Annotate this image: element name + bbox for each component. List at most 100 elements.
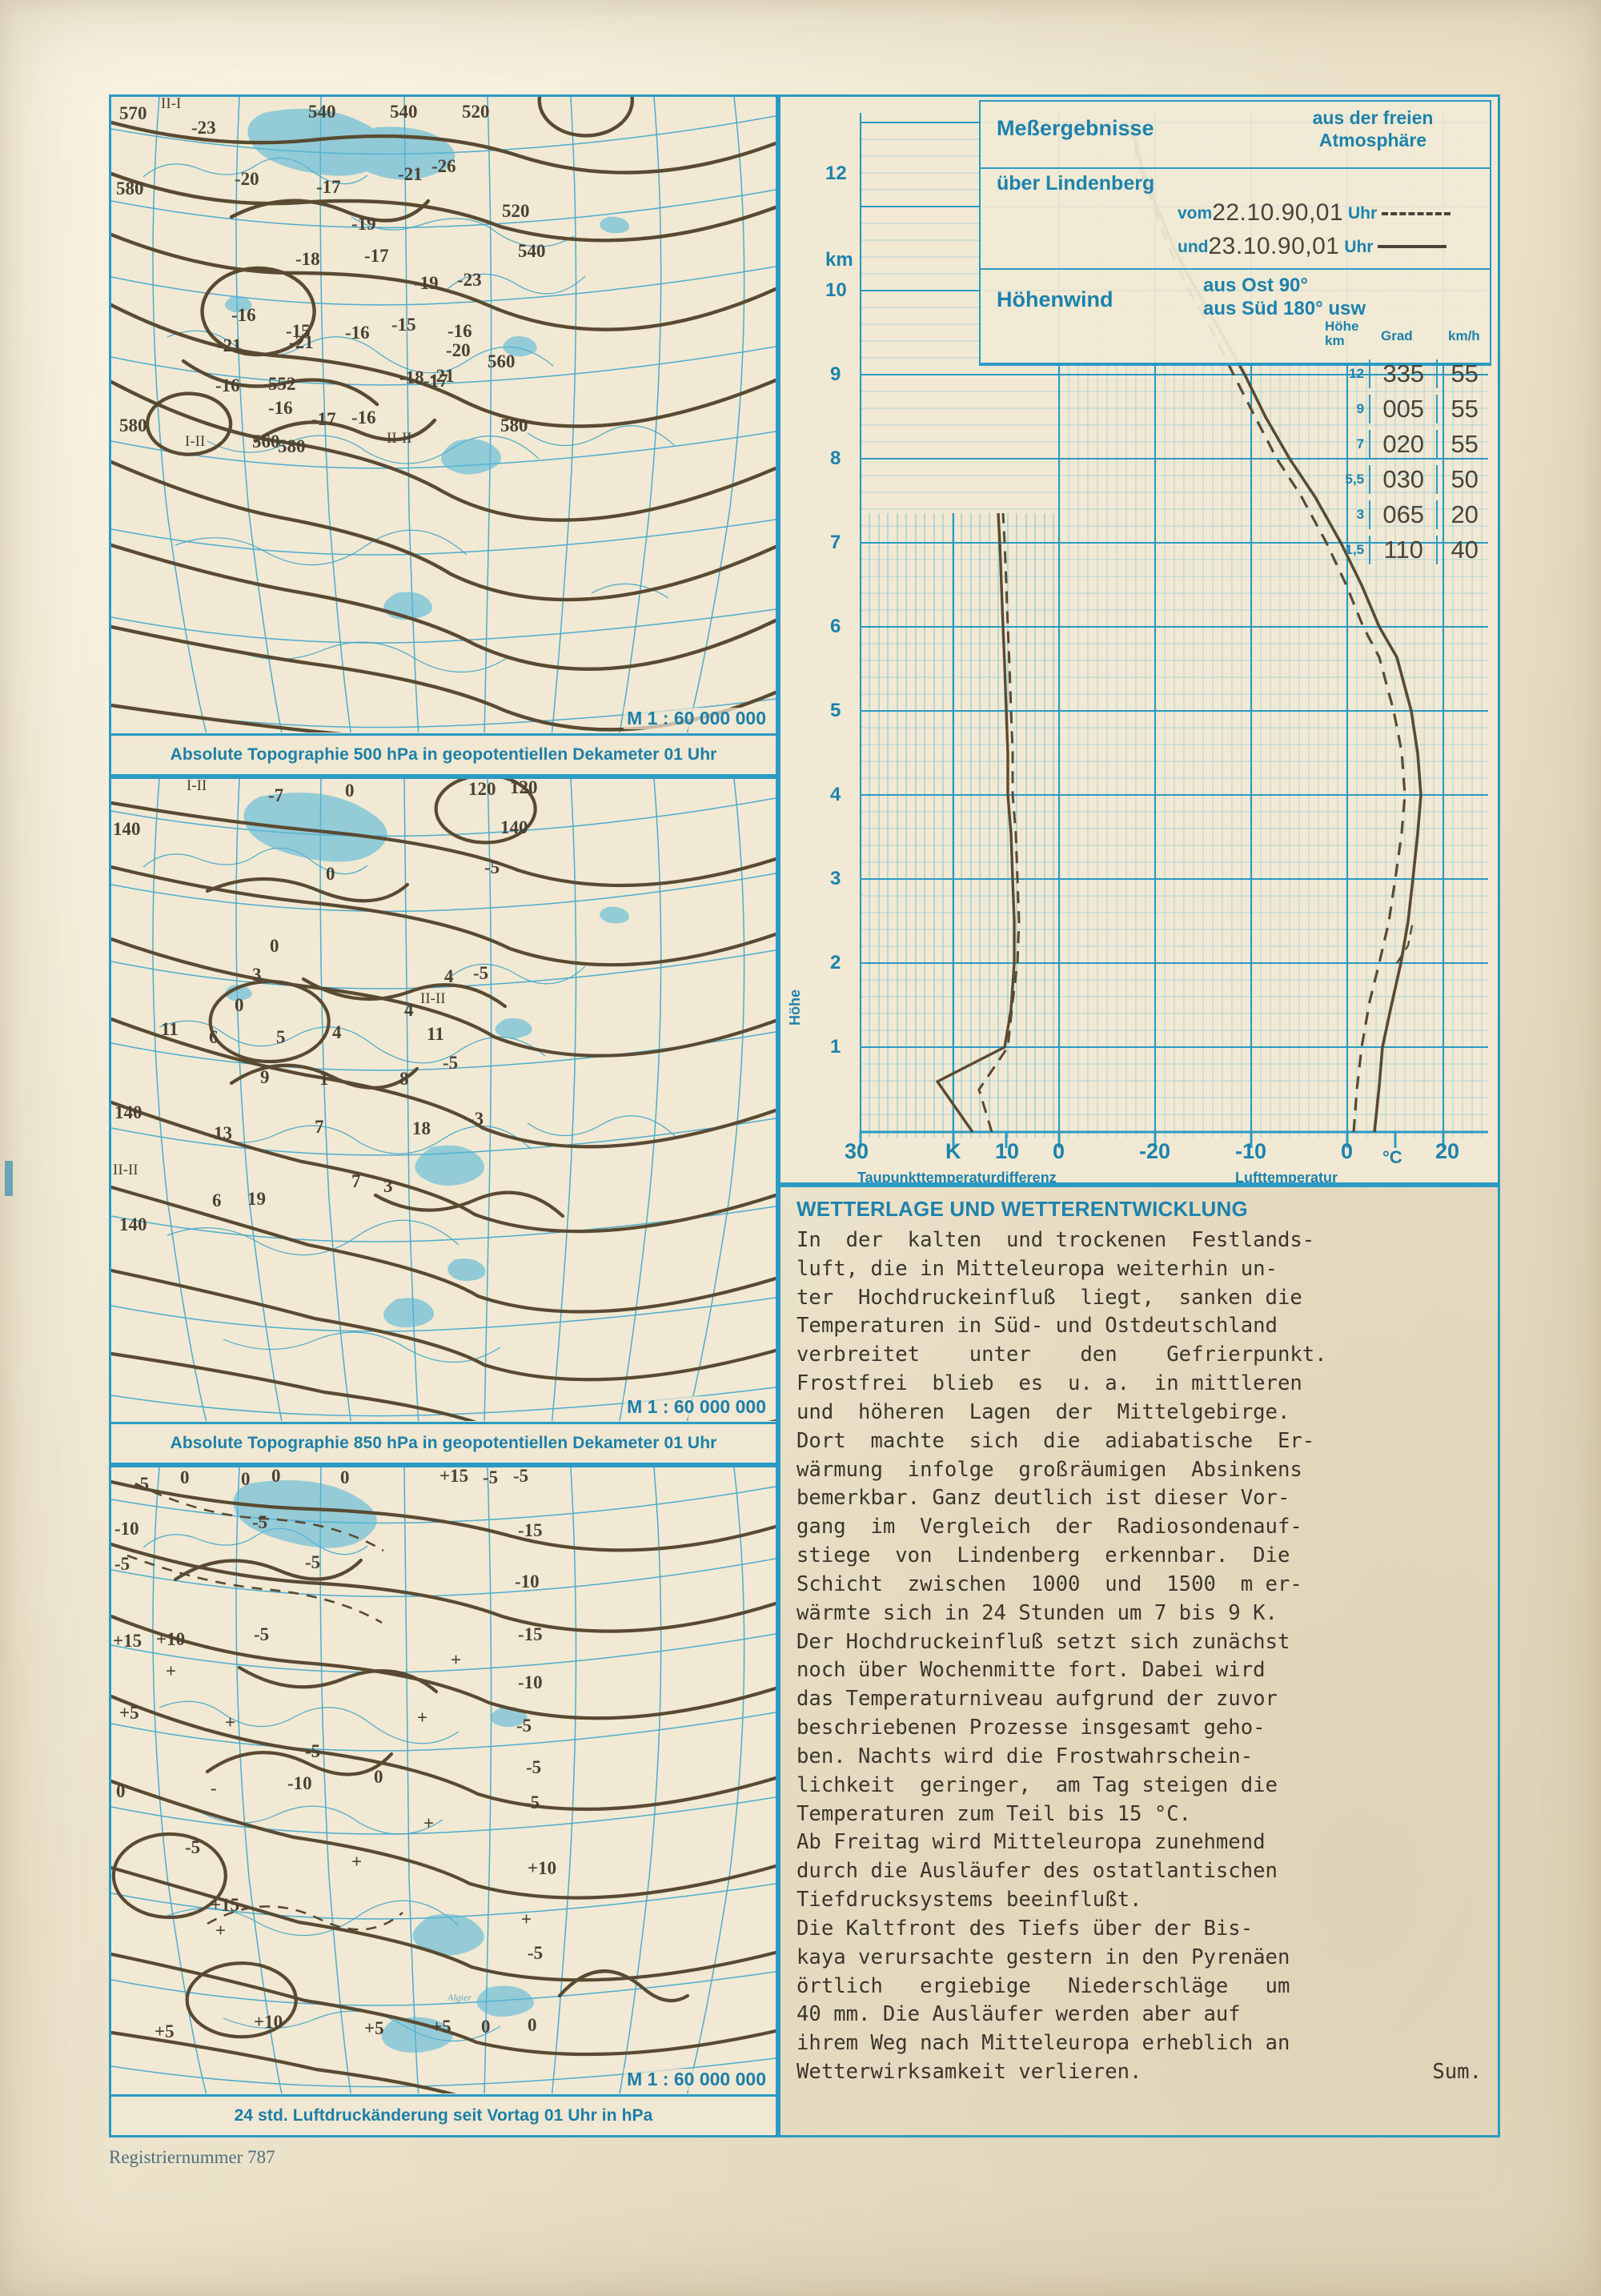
y-tick-12: 12	[825, 163, 847, 184]
axis-caption-temperature: Lufttemperatur	[1235, 1170, 1338, 1185]
svg-text:+15: +15	[211, 1895, 239, 1915]
map-500hpa[interactable]: 570 540 540 520 520 540 580 580 560 552 560 58…	[109, 94, 778, 777]
y-unit-km: km	[825, 249, 853, 271]
wind-table-header-height: Höhe km	[1325, 319, 1359, 348]
wind-row: 3 065 20	[1326, 497, 1491, 532]
svg-text:4: 4	[332, 1022, 342, 1042]
left-edge-mark	[5, 1161, 13, 1196]
y-tick-7: 7	[830, 532, 841, 553]
legend-row-wind: Höhenwind aus Ost 90° aus Süd 180° usw H…	[981, 270, 1490, 364]
text-line: lichkeit geringer, am Tag steigen die	[796, 1772, 1278, 1797]
svg-text:-10: -10	[518, 1672, 543, 1692]
svg-text:520: 520	[502, 201, 530, 221]
legend-solid-line-sample	[1378, 245, 1447, 248]
svg-text:-17: -17	[311, 409, 336, 429]
text-line: örtlich ergiebige Niederschläge um	[796, 1973, 1290, 1998]
svg-text:-5: -5	[513, 1467, 528, 1486]
svg-text:560: 560	[488, 351, 516, 371]
svg-text:-21: -21	[398, 164, 423, 184]
wind-direction: 110	[1369, 536, 1438, 564]
svg-text:+5: +5	[364, 2018, 384, 2038]
text-line: noch über Wochenmitte fort. Dabei wird	[796, 1658, 1266, 1683]
text-line: ter Hochdruckeinfluß liegt, sanken die	[796, 1285, 1302, 1310]
svg-text:II-II: II-II	[113, 1162, 138, 1178]
legend-from-unit: Uhr	[1348, 204, 1378, 223]
y-tick-5: 5	[830, 700, 841, 721]
wind-row: 5,5 030 50	[1326, 462, 1491, 497]
legend-from-value: 22.10.90,01	[1212, 199, 1344, 226]
legend-from-label: vom	[1178, 204, 1213, 223]
svg-text:-18: -18	[399, 367, 424, 387]
wind-header-km: km	[1325, 332, 1345, 348]
wind-table: 12 335 55 9 005 55 7 020 55 5,5 030	[1326, 356, 1491, 568]
map-pressure-change[interactable]: -5 0 0 0 0 +15 -5 -5 -10 -5 -15 -5 -5 -10 +15 +1…	[109, 1465, 778, 2137]
text-line: Ab Freitag wird Mitteleuropa zunehmend	[796, 1830, 1266, 1855]
text-line: 40 mm. Die Ausläufer werden aber auf	[796, 2002, 1241, 2027]
svg-text:-21: -21	[289, 332, 314, 352]
svg-text:-23: -23	[457, 270, 482, 290]
y-tick-1: 1	[830, 1036, 841, 1058]
wind-height: 9	[1356, 401, 1365, 416]
svg-text:0: 0	[340, 1467, 350, 1487]
svg-text:+: +	[521, 1909, 532, 1929]
legend-title: Meßergebnisse	[997, 116, 1154, 140]
text-line: und höheren Lagen der Mittelgebirge.	[796, 1399, 1290, 1424]
map-500hpa-caption: Absolute Topographie 500 hPa in geopoten…	[111, 733, 776, 774]
text-line-with-signature: Wetterwirksamkeit verlieren. Sum.	[796, 2058, 1482, 2087]
wind-speed: 20	[1451, 500, 1479, 528]
svg-text:+10: +10	[528, 1858, 556, 1878]
svg-text:-5: -5	[185, 1837, 200, 1857]
svg-text:140: 140	[500, 817, 528, 837]
legend-wind-title: Höhenwind	[997, 287, 1113, 311]
svg-text:-19: -19	[351, 214, 376, 234]
text-line: wärmung infolge großräumigen Absinkens	[796, 1457, 1302, 1482]
svg-text:II-II: II-II	[420, 990, 446, 1007]
svg-text:11: 11	[161, 1019, 179, 1039]
x-tick-m20: -20	[1139, 1139, 1171, 1163]
svg-text:-16: -16	[215, 375, 240, 395]
svg-text:540: 540	[308, 102, 336, 122]
svg-text:-5: -5	[526, 1757, 541, 1777]
sounding-diagram[interactable]: 12 km 10 9 8 7 6 5 4 3 2 1 Höhe 30 K 10 …	[778, 94, 1500, 1185]
text-line: Frostfrei blieb es u. a. in mittleren	[796, 1371, 1302, 1396]
text-line: wärmte sich in 24 Stunden um 7 bis 9 K.	[796, 1600, 1278, 1625]
y-tick-8: 8	[830, 448, 841, 469]
svg-text:0: 0	[116, 1781, 126, 1801]
wind-header-hoehe: Höhe	[1325, 319, 1359, 334]
x-tick-0k: 0	[1053, 1139, 1065, 1163]
legend-subtitle: aus der freien Atmosphäre	[1269, 106, 1477, 151]
weather-text-body: In der kalten und trockenen Festlands- l…	[796, 1226, 1482, 2087]
svg-text:3: 3	[383, 1176, 393, 1196]
svg-text:-5: -5	[524, 1792, 540, 1812]
wind-row: 12 335 55	[1326, 356, 1491, 391]
wind-speed: 55	[1451, 430, 1479, 458]
text-line: luft, die in Mitteleuropa weiterhin un-	[796, 1256, 1278, 1281]
legend-station: über Lindenberg	[997, 172, 1155, 195]
svg-text:II-II: II-II	[387, 430, 412, 447]
svg-text:+15: +15	[113, 1631, 142, 1651]
text-line: durch die Ausläufer des ostatlantischen	[796, 1859, 1278, 1884]
svg-text:+10: +10	[156, 1629, 185, 1649]
svg-text:-17: -17	[316, 177, 341, 197]
weather-text-panel[interactable]: WETTERLAGE UND WETTERENTWICKLUNG In der …	[778, 1185, 1500, 2137]
map-pressure-change-scale: M 1 : 60 000 000	[624, 2069, 769, 2090]
text-line: stiege von Lindenberg erkennbar. Die	[796, 1543, 1290, 1568]
svg-text:-16: -16	[268, 398, 293, 418]
text-line: bemerkbar. Ganz deutlich ist dieser Vor-	[796, 1486, 1290, 1511]
legend-wind-note-line1: aus Ost 90°	[1203, 275, 1308, 296]
text-line: kaya verursachte gestern in den Pyrenäen	[796, 1945, 1290, 1969]
svg-text:-7: -7	[268, 785, 283, 805]
svg-text:6: 6	[212, 1190, 222, 1210]
y-tick-3: 3	[830, 868, 841, 889]
svg-text:7: 7	[315, 1117, 324, 1137]
svg-text:580: 580	[116, 179, 144, 199]
weather-text-heading: WETTERLAGE UND WETTERENTWICKLUNG	[796, 1197, 1248, 1221]
legend-and-value: 23.10.90,01	[1208, 233, 1340, 259]
svg-text:0: 0	[270, 936, 279, 956]
svg-text:+5: +5	[119, 1703, 139, 1723]
svg-text:8: 8	[399, 1069, 409, 1089]
weather-sheet: 570 540 540 520 520 540 580 580 560 552 560 58…	[109, 94, 1500, 2137]
wind-direction: 005	[1369, 395, 1438, 423]
